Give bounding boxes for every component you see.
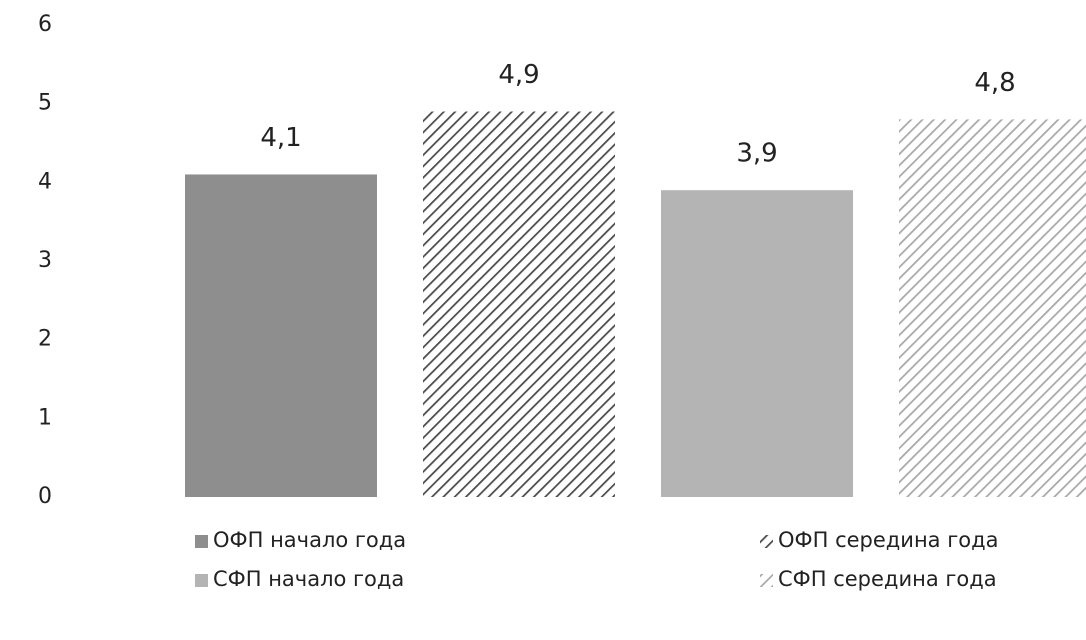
legend-label: СФП середина года — [778, 567, 997, 591]
legend-swatch — [195, 535, 208, 548]
value-label: 3,9 — [736, 139, 777, 169]
legend-swatch — [760, 535, 773, 548]
y-tick-label: 1 — [38, 405, 52, 430]
bar — [423, 111, 615, 498]
legend-label: ОФП начало года — [213, 528, 406, 552]
y-tick-label: 4 — [38, 169, 52, 194]
legend-swatch — [760, 574, 773, 587]
bar — [899, 119, 1086, 498]
value-label: 4,9 — [498, 60, 539, 90]
y-tick-label: 0 — [38, 484, 52, 509]
legend-label: ОФП середина года — [778, 528, 999, 552]
y-tick-label: 2 — [38, 327, 52, 352]
bar — [661, 190, 853, 497]
legend-label: СФП начало года — [213, 567, 404, 591]
legend-swatch — [195, 574, 208, 587]
value-label: 4,1 — [260, 123, 301, 153]
y-tick-label: 3 — [38, 248, 52, 273]
y-tick-label: 6 — [38, 12, 52, 37]
y-tick-label: 5 — [38, 91, 52, 116]
value-label: 4,8 — [974, 68, 1015, 98]
bar — [185, 174, 377, 497]
